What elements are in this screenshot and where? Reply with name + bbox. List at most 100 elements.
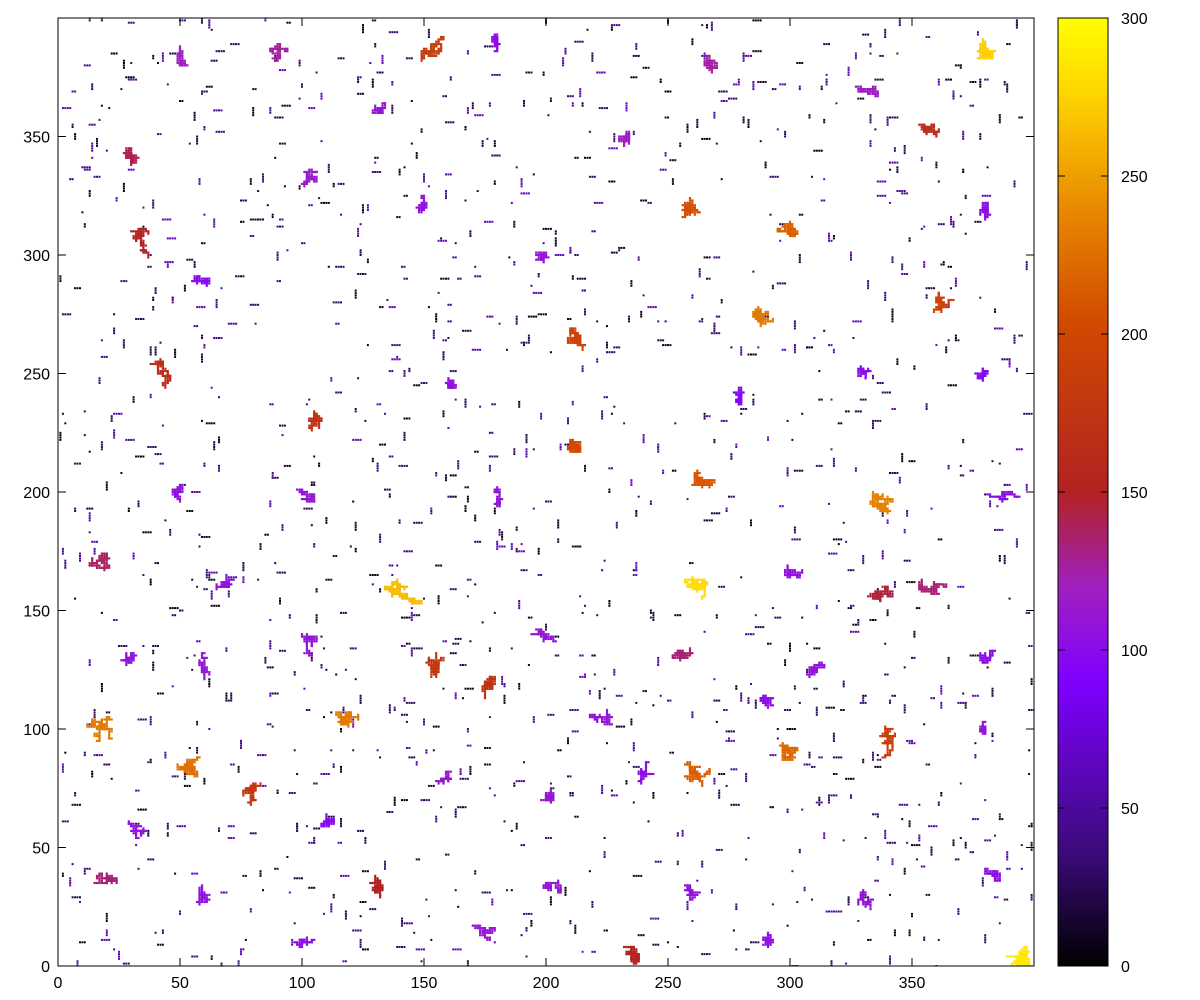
small-cluster-site bbox=[893, 929, 896, 932]
small-cluster-site bbox=[876, 588, 879, 591]
small-cluster-site bbox=[384, 860, 386, 863]
small-cluster-site bbox=[718, 792, 721, 794]
small-cluster-site bbox=[891, 863, 894, 866]
small-cluster-site bbox=[210, 386, 213, 389]
small-cluster-site bbox=[732, 739, 735, 742]
cluster-site bbox=[784, 758, 787, 761]
small-cluster-site bbox=[1030, 709, 1033, 711]
small-cluster-site bbox=[64, 564, 67, 567]
small-cluster-site bbox=[789, 649, 791, 652]
small-cluster-site bbox=[525, 438, 528, 441]
cluster-site bbox=[403, 597, 406, 600]
small-cluster-site bbox=[81, 166, 84, 169]
small-cluster-site bbox=[513, 263, 516, 266]
small-cluster-site bbox=[227, 837, 230, 839]
small-cluster-site bbox=[122, 185, 125, 188]
small-cluster-site bbox=[715, 720, 718, 723]
small-cluster-site bbox=[696, 123, 699, 126]
small-cluster-site bbox=[852, 777, 855, 780]
small-cluster-site bbox=[891, 860, 894, 863]
small-cluster-site bbox=[884, 834, 887, 837]
small-cluster-site bbox=[576, 40, 579, 43]
small-cluster-site bbox=[388, 495, 391, 498]
cluster-site bbox=[879, 505, 882, 508]
small-cluster-site bbox=[649, 306, 652, 309]
small-cluster-site bbox=[893, 931, 896, 934]
small-cluster-site bbox=[445, 479, 447, 482]
small-cluster-site bbox=[413, 521, 416, 524]
small-cluster-site bbox=[742, 54, 745, 57]
small-cluster-site bbox=[488, 747, 491, 749]
small-cluster-site bbox=[718, 789, 721, 792]
small-cluster-site bbox=[371, 78, 374, 81]
small-cluster-site bbox=[798, 261, 801, 264]
small-cluster-site bbox=[493, 510, 496, 512]
small-cluster-site bbox=[457, 948, 460, 951]
small-cluster-site bbox=[161, 57, 164, 60]
small-cluster-site bbox=[415, 948, 418, 951]
small-cluster-site bbox=[884, 180, 887, 183]
small-cluster-site bbox=[301, 877, 303, 880]
small-cluster-site bbox=[503, 697, 506, 700]
small-cluster-site bbox=[503, 685, 506, 688]
cluster-site bbox=[688, 585, 692, 588]
small-cluster-site bbox=[205, 576, 208, 579]
small-cluster-site bbox=[359, 92, 362, 95]
small-cluster-site bbox=[330, 905, 333, 908]
small-cluster-site bbox=[874, 619, 877, 621]
small-cluster-site bbox=[881, 54, 884, 57]
small-cluster-site bbox=[640, 934, 643, 937]
small-cluster-site bbox=[603, 687, 606, 690]
cluster-site bbox=[701, 578, 704, 581]
small-cluster-site bbox=[496, 540, 499, 543]
small-cluster-site bbox=[310, 886, 313, 889]
small-cluster-site bbox=[850, 258, 852, 261]
small-cluster-site bbox=[750, 633, 752, 636]
small-cluster-site bbox=[913, 635, 916, 638]
small-cluster-site bbox=[281, 225, 284, 228]
small-cluster-site bbox=[886, 121, 889, 124]
small-cluster-site bbox=[213, 571, 216, 574]
cluster-site bbox=[696, 585, 699, 588]
small-cluster-site bbox=[403, 697, 406, 700]
cluster-site bbox=[686, 761, 689, 764]
small-cluster-site bbox=[515, 822, 518, 825]
small-cluster-site bbox=[254, 303, 257, 306]
small-cluster-site bbox=[623, 422, 626, 425]
small-cluster-site bbox=[442, 640, 445, 643]
small-cluster-site bbox=[864, 896, 867, 899]
small-cluster-site bbox=[88, 519, 91, 522]
small-cluster-site bbox=[708, 519, 711, 522]
small-cluster-site bbox=[61, 872, 64, 875]
small-cluster-site bbox=[606, 325, 608, 328]
small-cluster-site bbox=[903, 273, 906, 275]
small-cluster-site bbox=[459, 664, 462, 666]
small-cluster-site bbox=[903, 531, 906, 534]
small-cluster-site bbox=[452, 121, 455, 124]
cluster-site bbox=[1006, 955, 1009, 958]
cluster-site bbox=[976, 50, 979, 53]
small-cluster-site bbox=[381, 62, 384, 64]
cluster-site bbox=[691, 583, 694, 586]
small-cluster-site bbox=[635, 76, 638, 79]
small-cluster-site bbox=[952, 839, 955, 842]
small-cluster-site bbox=[579, 90, 582, 93]
small-cluster-site bbox=[357, 230, 360, 233]
small-cluster-site bbox=[679, 145, 682, 147]
small-cluster-site bbox=[720, 299, 723, 301]
small-cluster-site bbox=[869, 145, 872, 147]
small-cluster-site bbox=[61, 770, 64, 773]
small-cluster-site bbox=[874, 128, 877, 131]
small-cluster-site bbox=[193, 261, 196, 264]
small-cluster-site bbox=[183, 777, 186, 780]
small-cluster-site bbox=[122, 339, 125, 342]
small-cluster-site bbox=[859, 398, 862, 401]
small-cluster-site bbox=[515, 320, 518, 323]
small-cluster-site bbox=[242, 199, 245, 202]
small-cluster-site bbox=[171, 685, 174, 688]
small-cluster-site bbox=[518, 405, 521, 408]
small-cluster-site bbox=[64, 751, 67, 754]
small-cluster-site bbox=[947, 467, 950, 470]
small-cluster-site bbox=[464, 687, 467, 690]
small-cluster-site bbox=[310, 204, 313, 207]
